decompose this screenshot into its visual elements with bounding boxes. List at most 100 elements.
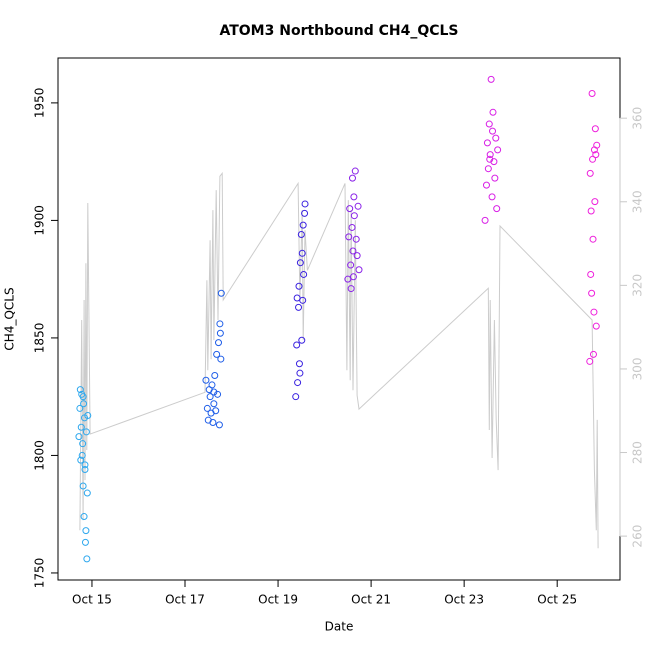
data-point [592,151,600,159]
data-point [494,146,502,154]
data-point [483,139,491,147]
data-point [591,198,599,206]
data-point [301,200,309,208]
data-point [592,322,600,330]
data-point [491,174,499,182]
data-point [353,252,361,260]
data-point [81,466,89,474]
data-point [210,388,218,396]
data-point [217,355,225,363]
data-point [212,407,220,415]
data-point [76,404,84,412]
data-point [299,221,307,229]
x-tick-label: Oct 15 [72,593,112,607]
data-point [297,231,305,239]
data-point [299,296,307,304]
data-point [352,235,360,243]
y2-tick-label: 280 [631,441,645,464]
y2-tick-label: 360 [631,107,645,130]
data-point [350,193,358,201]
data-point [345,233,353,241]
data-point [295,303,303,311]
data-point [81,461,89,469]
data-point [301,209,309,217]
data-point [293,341,301,349]
data-point [485,120,493,128]
x-tick-label: Oct 21 [351,593,391,607]
data-point [208,381,216,389]
data-point [489,127,497,135]
data-point [587,207,595,215]
data-point [296,259,304,267]
data-point [354,202,362,210]
data-point [589,350,597,358]
data-point [348,174,356,182]
data-point [215,421,223,429]
data-point [347,285,355,293]
data-point [593,141,601,149]
data-point [211,372,219,380]
data-point [586,357,594,365]
data-point [349,273,357,281]
data-point [349,247,357,255]
data-point [78,451,86,459]
data-point [295,360,303,368]
data-point [202,376,210,384]
data-point [589,155,597,163]
data-point [82,428,90,436]
chart-title: ATOM3 Northbound CH4_QCLS [219,23,458,39]
data-point [82,527,90,535]
data-point [489,108,497,116]
x-tick-label: Oct 23 [444,593,484,607]
x-tick-label: Oct 25 [537,593,577,607]
data-point [355,266,363,274]
data-point [80,400,88,408]
data-point [210,400,218,408]
data-point [588,289,596,297]
data-point [486,151,494,159]
data-point [590,308,598,316]
data-point [588,89,596,97]
data-point [298,336,306,344]
data-point [296,369,304,377]
data-point [300,270,308,278]
data-point [216,320,224,328]
data-point [589,235,597,243]
data-point [84,411,92,419]
y-tick-label: 1900 [33,205,47,236]
data-point [292,393,300,401]
data-point [79,440,87,448]
data-point [83,555,91,563]
data-point [482,181,490,189]
data-point [216,329,224,337]
data-point [295,282,303,290]
data-point [81,538,89,546]
data-point [76,386,84,394]
data-point [294,379,302,387]
data-line [79,171,599,549]
data-point [486,155,494,163]
data-point [79,393,87,401]
data-point [487,75,495,83]
data-point [351,167,359,175]
data-point [77,456,85,464]
data-point [77,423,85,431]
data-point [217,289,225,297]
data-point [209,419,217,427]
data-point [203,404,211,412]
data-point [492,134,500,142]
data-point [347,261,355,269]
x-tick-label: Oct 17 [165,593,205,607]
y2-tick-label: 340 [631,190,645,213]
x-axis-label: Date [325,620,354,634]
data-point [481,216,489,224]
data-point [83,489,91,497]
data-point [298,249,306,257]
y-tick-label: 1800 [33,440,47,471]
data-point [75,433,83,441]
data-point [587,270,595,278]
y-axis-label: CH4_QCLS [3,287,17,350]
y2-tick-label: 260 [631,525,645,548]
y-tick-label: 1750 [33,558,47,589]
